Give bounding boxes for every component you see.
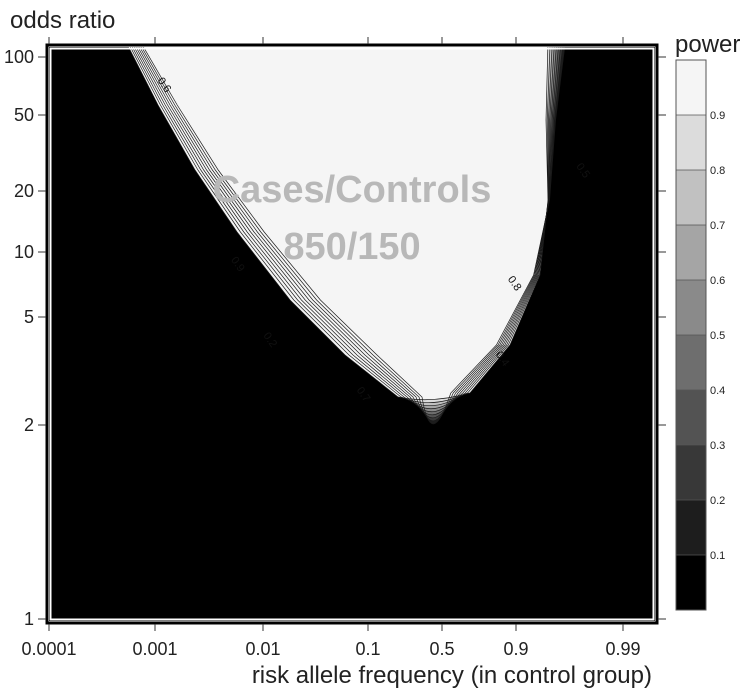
y-tick-label: 2 — [24, 415, 34, 435]
colorbar-label: 0.9 — [710, 110, 725, 122]
colorbar-segment — [676, 445, 706, 500]
colorbar-label: 0.3 — [710, 440, 725, 452]
colorbar-segment — [676, 500, 706, 555]
y-tick-label: 50 — [14, 105, 34, 125]
plot-area: 0.60.90.20.70.50.80.4 — [47, 40, 657, 623]
y-tick-label: 100 — [4, 47, 34, 67]
y-tick-label: 1 — [24, 609, 34, 629]
annotation-line-2: 850/150 — [283, 226, 420, 268]
x-tick-label: 0.001 — [132, 639, 177, 659]
colorbar-segment — [676, 60, 706, 115]
colorbar: 0.1 0.2 0.3 0.4 0.5 0.6 0.7 0.8 0.9 — [676, 60, 725, 610]
colorbar-label: 0.7 — [710, 220, 725, 232]
y-tick-label: 10 — [14, 242, 34, 262]
colorbar-segment — [676, 225, 706, 280]
x-tick-label: 0.99 — [605, 639, 640, 659]
x-axis-title: risk allele frequency (in control group) — [252, 662, 652, 689]
y-tick-label: 5 — [24, 307, 34, 327]
colorbar-label: 0.5 — [710, 330, 725, 342]
colorbar-segment — [676, 555, 706, 610]
annotation-line-1: Cases/Controls — [213, 169, 492, 211]
colorbar-segment — [676, 335, 706, 390]
colorbar-segment — [676, 390, 706, 445]
colorbar-label: 0.1 — [710, 550, 725, 562]
x-tick-label: 0.01 — [245, 639, 280, 659]
colorbar-segment — [676, 170, 706, 225]
colorbar-label: 0.2 — [710, 495, 725, 507]
colorbar-title: power — [675, 31, 740, 58]
x-tick-label: 0.1 — [355, 639, 380, 659]
colorbar-label: 0.4 — [710, 385, 725, 397]
colorbar-segment — [676, 280, 706, 335]
x-tick-label: 0.5 — [429, 639, 454, 659]
y-tick-label: 20 — [14, 181, 34, 201]
y-axis-title: odds ratio — [10, 7, 115, 34]
colorbar-segment — [676, 115, 706, 170]
colorbar-label: 0.6 — [710, 275, 725, 287]
colorbar-label: 0.8 — [710, 165, 725, 177]
x-tick-label: 0.9 — [503, 639, 528, 659]
x-tick-label: 0.0001 — [21, 639, 76, 659]
